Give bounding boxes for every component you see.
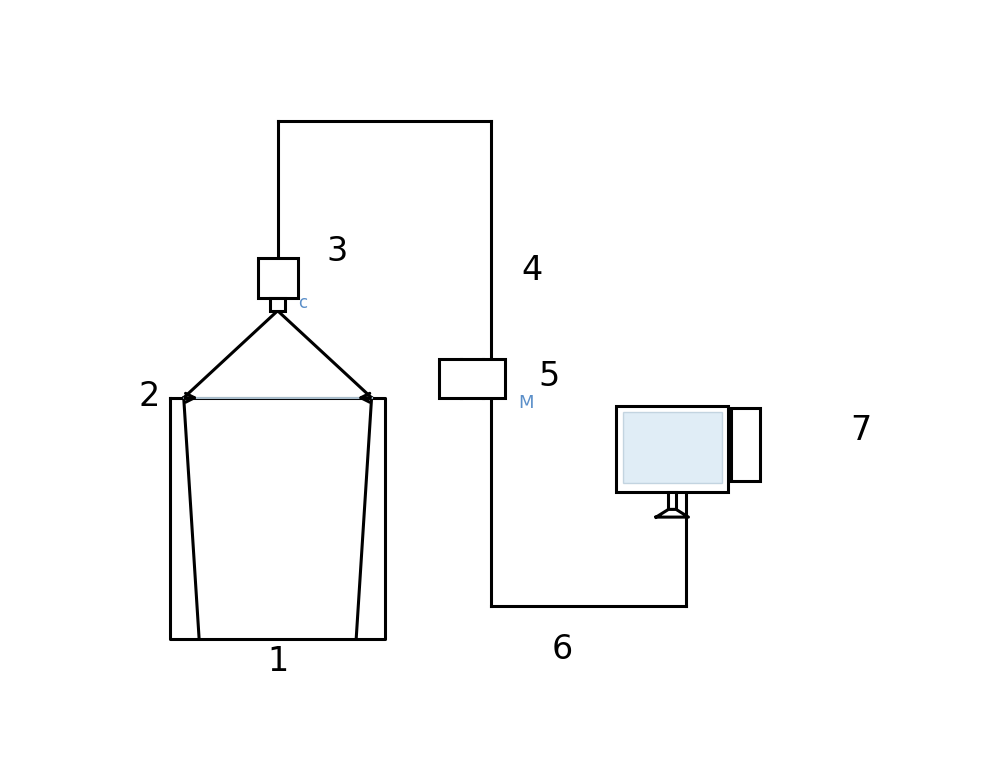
Text: 3: 3: [326, 235, 348, 268]
Text: 4: 4: [521, 254, 542, 287]
Bar: [270, 298, 285, 310]
Bar: [731, 408, 760, 481]
Bar: [623, 413, 722, 484]
Text: 6: 6: [552, 633, 573, 666]
Bar: [668, 492, 676, 509]
Bar: [439, 360, 505, 398]
Text: 7: 7: [850, 414, 871, 448]
Text: 1: 1: [267, 645, 288, 679]
Text: M: M: [518, 394, 533, 412]
Text: c: c: [298, 294, 308, 312]
Text: 2: 2: [138, 380, 160, 413]
Text: 5: 5: [539, 360, 560, 393]
Bar: [258, 257, 298, 298]
Bar: [616, 406, 728, 492]
Polygon shape: [656, 509, 688, 517]
